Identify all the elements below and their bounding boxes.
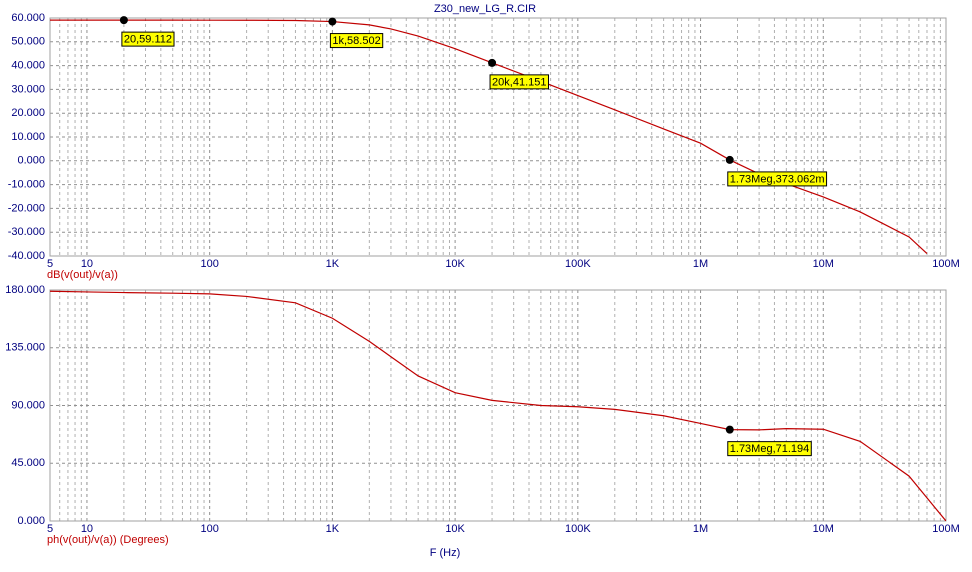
y-tick-label: 0.000 [17, 515, 45, 527]
y-tick-label: 135.000 [5, 342, 45, 354]
x-tick-label: 1K [326, 523, 340, 535]
chart-title: Z30_new_LG_R.CIR [434, 3, 536, 15]
x-tick-label: 10 [81, 258, 93, 270]
x-tick-label: 1M [693, 258, 708, 270]
marker-label: 1.73Meg,71.194 [730, 443, 810, 455]
plot-area [49, 17, 947, 257]
x-tick-label: 1K [326, 258, 340, 270]
y-tick-label: 60.000 [11, 12, 45, 24]
y-tick-label: 40.000 [11, 60, 45, 72]
y-tick-label: 45.000 [11, 457, 45, 469]
marker-point [725, 425, 734, 434]
marker-point [328, 17, 337, 26]
y-tick-label: -20.000 [8, 202, 45, 214]
x-tick-label: 10K [445, 523, 465, 535]
plot-border [49, 289, 947, 522]
x-tick-label: 10 [81, 523, 93, 535]
y-tick-label: 20.000 [11, 107, 45, 119]
x-tick-label: 100 [200, 258, 218, 270]
marker-label: 1k,58.502 [332, 35, 380, 47]
marker-point [488, 58, 497, 67]
y-tick-label: 30.000 [11, 83, 45, 95]
x-tick-label: 5 [47, 523, 53, 535]
x-tick-label: 100M [932, 523, 960, 535]
y-tick-label: 180.000 [5, 284, 45, 296]
series-label: ph(v(out)/v(a)) (Degrees) [47, 534, 169, 546]
y-tick-label: -30.000 [8, 226, 45, 238]
x-tick-label: 100 [200, 523, 218, 535]
x-tick-label: 100K [565, 523, 591, 535]
marker-label-box [329, 33, 384, 49]
marker-point [119, 16, 128, 25]
x-tick-label: 10K [445, 258, 465, 270]
marker-label-box [489, 74, 549, 90]
series-label: dB(v(out)/v(a)) [47, 269, 118, 281]
x-tick-label: 1M [693, 523, 708, 535]
x-axis-label: F (Hz) [430, 547, 461, 559]
y-tick-label: 10.000 [11, 131, 45, 143]
y-tick-label: 0.000 [17, 155, 45, 167]
x-tick-label: 10M [813, 258, 834, 270]
plot-border [49, 17, 947, 257]
marker-label-box [727, 441, 812, 457]
marker-label: 20k,41.151 [492, 76, 546, 88]
x-tick-label: 5 [47, 258, 53, 270]
marker-label-box [121, 31, 175, 47]
marker-label: 1.73Meg,373.062m [730, 173, 825, 185]
plot-area [49, 289, 947, 522]
y-tick-label: -40.000 [8, 250, 45, 262]
series-line [50, 290, 946, 521]
x-tick-label: 10M [813, 523, 834, 535]
y-tick-label: -10.000 [8, 179, 45, 191]
x-tick-label: 100M [932, 258, 960, 270]
x-tick-label: 100K [565, 258, 591, 270]
marker-label: 20,59.112 [124, 34, 172, 46]
y-tick-label: 90.000 [11, 399, 45, 411]
marker-label-box [727, 171, 828, 187]
marker-point [725, 155, 734, 164]
y-tick-label: 50.000 [11, 36, 45, 48]
